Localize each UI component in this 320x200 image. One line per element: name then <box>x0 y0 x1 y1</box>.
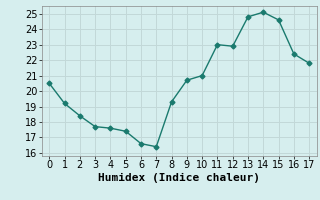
X-axis label: Humidex (Indice chaleur): Humidex (Indice chaleur) <box>98 173 260 183</box>
